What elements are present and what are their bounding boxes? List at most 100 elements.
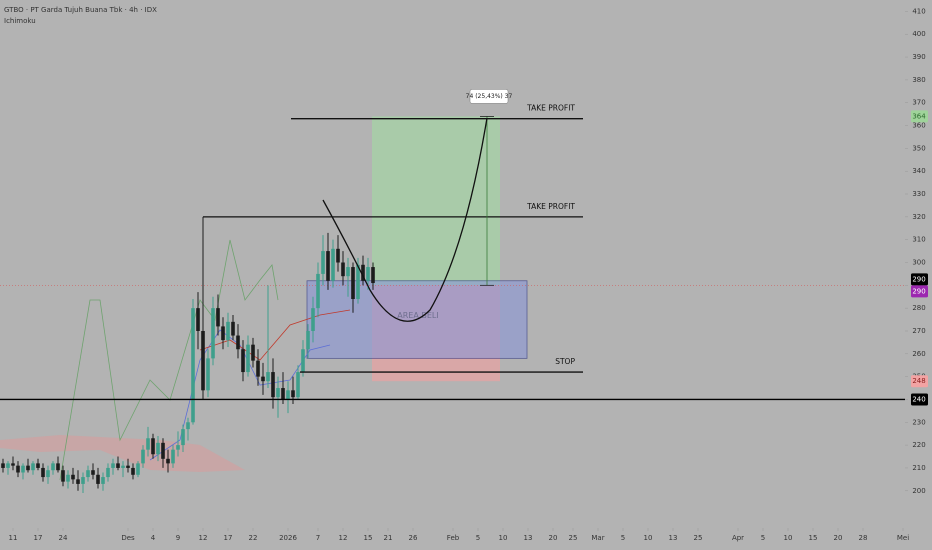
candles bbox=[1, 216, 375, 494]
candle-body bbox=[371, 267, 375, 284]
y-tick-label: 320 bbox=[912, 213, 925, 221]
x-tick-label: 28 bbox=[859, 534, 868, 542]
y-tick-label: 360 bbox=[912, 122, 925, 130]
candle-body bbox=[226, 321, 230, 341]
price-badge-label: 364 bbox=[912, 112, 926, 120]
price-badge bbox=[911, 285, 928, 298]
candle-body bbox=[366, 267, 370, 281]
candle-body bbox=[176, 445, 180, 450]
candle-body bbox=[336, 248, 340, 263]
x-tick-label: 20 bbox=[834, 534, 843, 542]
candle-body bbox=[146, 438, 150, 450]
y-tick-label: 390 bbox=[912, 53, 925, 61]
candle-body bbox=[351, 267, 355, 300]
x-tick-label: 5 bbox=[761, 534, 765, 542]
price-badge bbox=[911, 375, 928, 388]
level-label: TAKE PROFIT bbox=[526, 202, 575, 211]
level-label: STOP bbox=[555, 357, 575, 366]
candle-body bbox=[256, 360, 260, 377]
measure-label: 74 (25,43%) 37 bbox=[466, 93, 513, 100]
x-tick-label: Apr bbox=[732, 534, 744, 542]
candle-body bbox=[126, 465, 130, 468]
x-tick-label: 10 bbox=[644, 534, 653, 542]
price-badge bbox=[911, 110, 928, 123]
x-tick-label: Des bbox=[121, 534, 135, 542]
candle-body bbox=[61, 470, 65, 482]
x-tick-label: Feb bbox=[447, 534, 460, 542]
candle-body bbox=[181, 429, 185, 446]
candle-body bbox=[16, 465, 20, 473]
y-tick-label: 300 bbox=[912, 259, 925, 267]
candle-body bbox=[356, 264, 360, 300]
y-tick-label: 330 bbox=[912, 190, 925, 198]
candle-body bbox=[121, 465, 125, 468]
profit-zone bbox=[372, 116, 500, 286]
x-tick-label: 7 bbox=[316, 534, 320, 542]
candle-body bbox=[66, 474, 70, 482]
levels: TAKE PROFIT TAKE PROFIT STOP 74 (25,43%) 37 bbox=[0, 89, 905, 401]
buy-zone bbox=[306, 280, 528, 359]
y-tick-label: 310 bbox=[912, 236, 925, 244]
y-tick-label: 380 bbox=[912, 76, 925, 84]
candle-body bbox=[266, 372, 270, 382]
x-tick-label: 21 bbox=[384, 534, 393, 542]
candle-body bbox=[201, 330, 205, 391]
candle-body bbox=[161, 442, 165, 459]
x-tick-label: 5 bbox=[621, 534, 625, 542]
x-tick-label: Mar bbox=[591, 534, 604, 542]
candle-body bbox=[6, 463, 10, 468]
candle-body bbox=[341, 262, 345, 277]
candle-body bbox=[111, 463, 115, 468]
candle-body bbox=[136, 463, 140, 475]
chart-title: GTBO · PT Garda Tujuh Buana Tbk · 4h · I… bbox=[4, 6, 157, 14]
candle-body bbox=[21, 465, 25, 473]
x-tick-label: 15 bbox=[809, 534, 818, 542]
candle-body bbox=[91, 470, 95, 475]
candle-body bbox=[116, 463, 120, 468]
candle-body bbox=[281, 388, 285, 400]
candle-body bbox=[246, 344, 250, 373]
candle-body bbox=[196, 308, 200, 331]
x-tick-label: 20 bbox=[549, 534, 558, 542]
candle-body bbox=[296, 372, 300, 398]
candle-body bbox=[271, 372, 275, 398]
x-tick-label: 26 bbox=[409, 534, 418, 542]
candle-body bbox=[251, 344, 255, 361]
x-tick-label: Mei bbox=[897, 534, 909, 542]
candle-body bbox=[156, 442, 160, 455]
y-tick-label: 220 bbox=[912, 441, 925, 449]
candle-body bbox=[41, 467, 45, 478]
candle-body bbox=[326, 251, 330, 281]
x-tick-label: 17 bbox=[34, 534, 43, 542]
candle-body bbox=[346, 267, 350, 277]
candle-body bbox=[36, 463, 40, 468]
y-tick-label: 400 bbox=[912, 30, 925, 38]
price-badge-label: 290 bbox=[912, 275, 925, 283]
price-badge bbox=[911, 273, 928, 286]
x-tick-label: 24 bbox=[59, 534, 68, 542]
x-tick-label: 22 bbox=[249, 534, 258, 542]
x-tick-label: 10 bbox=[784, 534, 793, 542]
x-tick-label: 25 bbox=[694, 534, 703, 542]
x-tick-label: 5 bbox=[476, 534, 480, 542]
candle-body bbox=[301, 349, 305, 373]
x-tick-label: 13 bbox=[524, 534, 533, 542]
x-tick-label: 17 bbox=[224, 534, 233, 542]
candle-body bbox=[331, 248, 335, 281]
candle-body bbox=[286, 390, 290, 400]
price-badge-label: 240 bbox=[912, 395, 925, 403]
candle-body bbox=[231, 321, 235, 336]
y-tick-label: 370 bbox=[912, 99, 925, 107]
level-label: TAKE PROFIT bbox=[526, 104, 575, 113]
y-tick-label: 260 bbox=[912, 350, 925, 358]
candle-body bbox=[311, 308, 315, 331]
candle-body bbox=[241, 349, 245, 373]
x-tick-label: 12 bbox=[199, 534, 208, 542]
candle-body bbox=[81, 477, 85, 484]
candle-body bbox=[206, 358, 210, 391]
candle-body bbox=[306, 330, 310, 350]
candle-body bbox=[56, 463, 60, 471]
candle-body bbox=[171, 449, 175, 464]
zones: AREA BELI bbox=[0, 116, 905, 382]
